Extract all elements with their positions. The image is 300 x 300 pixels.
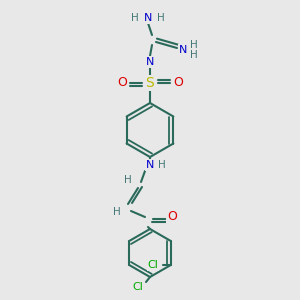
Text: H: H bbox=[131, 13, 139, 23]
Text: H: H bbox=[190, 40, 198, 50]
Text: H: H bbox=[190, 50, 198, 60]
Text: N: N bbox=[146, 160, 154, 170]
Text: N: N bbox=[144, 13, 152, 23]
Text: N: N bbox=[179, 45, 187, 55]
Text: H: H bbox=[124, 175, 132, 185]
Text: O: O bbox=[173, 76, 183, 89]
Text: O: O bbox=[117, 76, 127, 89]
Text: H: H bbox=[158, 160, 166, 170]
Text: H: H bbox=[113, 207, 121, 217]
Text: O: O bbox=[167, 209, 177, 223]
Text: Cl: Cl bbox=[147, 260, 158, 270]
Text: Cl: Cl bbox=[133, 282, 143, 292]
Text: N: N bbox=[146, 57, 154, 67]
Text: S: S bbox=[146, 76, 154, 90]
Text: H: H bbox=[157, 13, 165, 23]
